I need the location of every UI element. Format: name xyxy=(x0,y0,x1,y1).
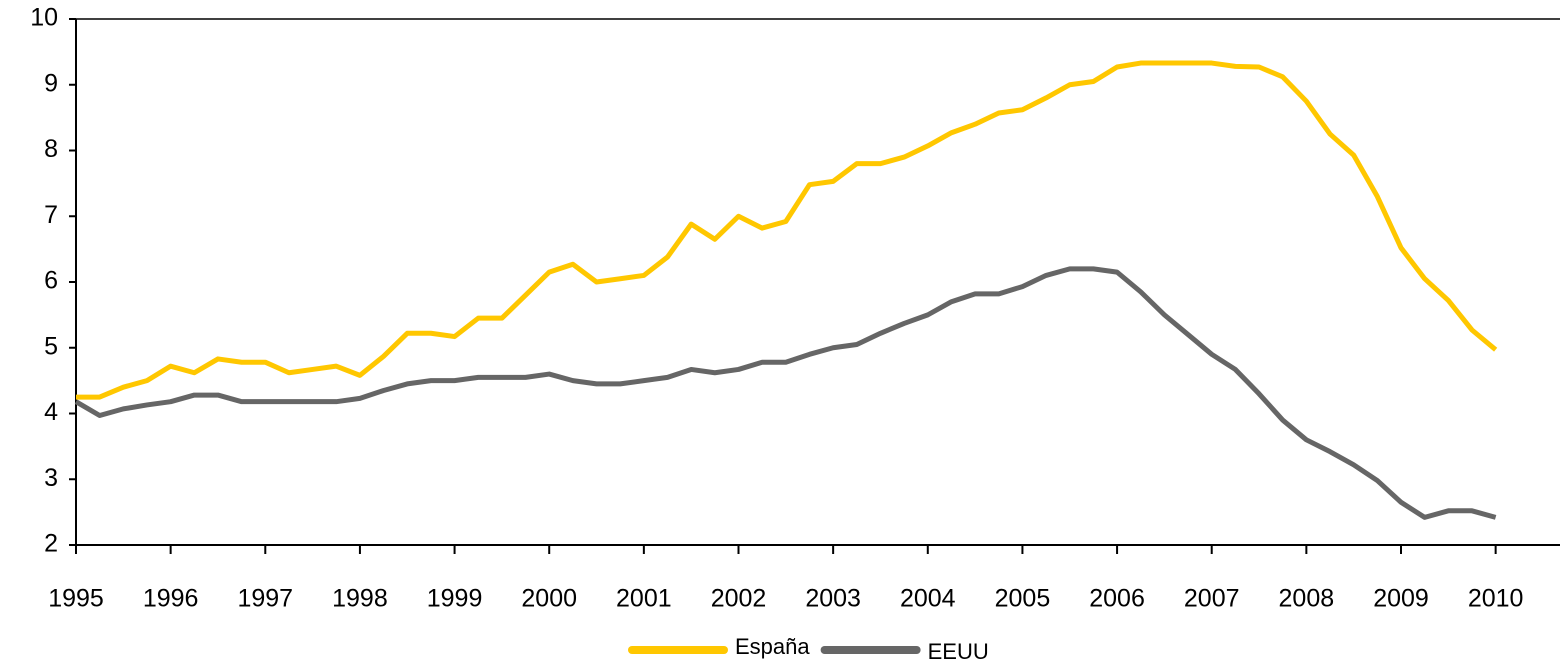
x-tick-label: 1998 xyxy=(332,585,388,613)
y-tick-label: 6 xyxy=(44,267,58,295)
legend: España EEUU xyxy=(628,634,989,664)
x-tick-label: 1995 xyxy=(48,585,104,613)
x-tick-label: 2009 xyxy=(1373,585,1429,613)
x-tick-label: 2008 xyxy=(1279,585,1335,613)
x-tick-label: 2002 xyxy=(711,585,767,613)
y-tick-label: 10 xyxy=(30,4,58,32)
x-tick-label: 2003 xyxy=(805,585,861,613)
x-tick-label: 2005 xyxy=(995,585,1051,613)
x-tick-label: 2010 xyxy=(1468,585,1524,613)
y-tick-label: 4 xyxy=(44,398,58,426)
y-tick-label: 5 xyxy=(44,332,58,360)
x-tick-label: 1999 xyxy=(427,585,483,613)
series-line xyxy=(74,266,1497,520)
series-line xyxy=(76,60,1498,400)
x-tick-label: 1997 xyxy=(237,585,293,613)
x-tick-label: 1996 xyxy=(143,585,199,613)
legend-label: EEUU xyxy=(928,639,989,664)
x-tick-label: 2001 xyxy=(616,585,672,613)
y-tick-label: 8 xyxy=(44,135,58,163)
x-tick-label: 2006 xyxy=(1089,585,1145,613)
y-tick-label: 9 xyxy=(44,69,58,97)
legend-label: España xyxy=(735,634,810,659)
y-tick-label: 3 xyxy=(44,464,58,492)
x-tick-label: 2000 xyxy=(521,585,577,613)
y-tick-label: 2 xyxy=(44,530,58,558)
x-tick-label: 2004 xyxy=(900,585,956,613)
y-tick-label: 7 xyxy=(44,201,58,229)
x-tick-label: 2007 xyxy=(1184,585,1240,613)
